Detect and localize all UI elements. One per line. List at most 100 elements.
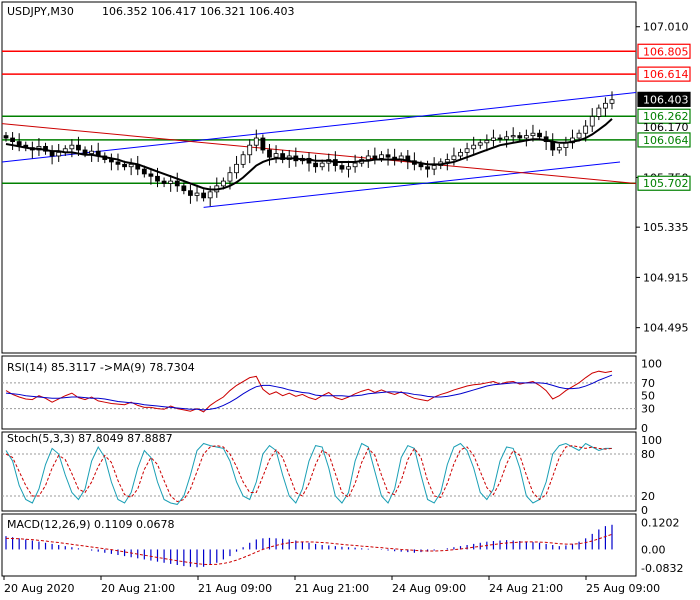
- rsi-tick-label: 100: [641, 357, 662, 370]
- candle-bull: [589, 116, 595, 127]
- downtrend-line: [1, 123, 637, 184]
- rsi-header: RSI(14) 85.3117 ->MA(9) 78.7304: [7, 361, 195, 374]
- price-tag-box: [637, 132, 691, 148]
- rsi-tick-label: 30: [641, 403, 655, 416]
- price-tag-label: 106.403: [643, 93, 689, 106]
- time-tick-label: 20 Aug 2020: [4, 582, 74, 595]
- time-tick-label: 24 Aug 21:00: [489, 582, 563, 595]
- candle-bear: [161, 180, 167, 184]
- macd-panel-frame: [1, 513, 637, 577]
- candle-bull: [168, 180, 174, 184]
- candle-bull: [240, 154, 246, 165]
- candle-bull: [234, 163, 239, 174]
- candle-bull: [471, 144, 477, 150]
- candle-bull: [444, 159, 450, 163]
- price-panel-frame: [1, 1, 637, 354]
- channel-upper-line: [1, 92, 637, 163]
- candle-bull: [464, 148, 470, 153]
- candle-bull: [89, 150, 95, 154]
- price-header-ohlc: 106.352 106.417 106.321 106.403: [102, 5, 294, 18]
- stoch-k-line: [5, 442, 612, 505]
- candle-bear: [537, 132, 542, 138]
- candle-bull: [346, 166, 351, 170]
- channel-lower-line: [203, 161, 621, 208]
- price-axis: 107.010105.750105.335104.915104.495106.8…: [636, 21, 691, 335]
- candle-bull: [609, 99, 615, 104]
- time-tick-label: 20 Aug 21:00: [101, 582, 175, 595]
- stoch-tick-label: 20: [641, 490, 655, 503]
- candle-bear: [122, 163, 127, 168]
- time-axis: 20 Aug 2020 20 Aug 21:00 21 Aug 09:00 21 Au…: [3, 576, 660, 595]
- candles: [3, 91, 615, 207]
- candle-bear: [174, 180, 180, 187]
- candle-bull: [431, 165, 437, 170]
- candle-bear: [260, 137, 266, 151]
- candle-bull: [477, 142, 483, 146]
- rsi-tick-label: 0: [641, 422, 648, 435]
- moving-average: [5, 118, 613, 191]
- price-tag-label: 106.614: [643, 68, 689, 81]
- stoch-panel-frame: [1, 431, 637, 512]
- candle-bear: [148, 173, 154, 177]
- stoch-tick-label: 100: [641, 434, 662, 447]
- price-tick-label: 107.010: [643, 21, 689, 34]
- rsi-line: [5, 370, 613, 413]
- price-header-symbol: USDJPY,M30: [7, 5, 74, 18]
- price-tag-label: 106.805: [643, 45, 689, 58]
- candle-bear: [418, 163, 424, 168]
- price-tag-box: [637, 175, 691, 191]
- candle-bull: [603, 102, 608, 109]
- candle-bull: [207, 191, 213, 199]
- macd-signal-line: [5, 533, 613, 566]
- price-tag-box: [637, 108, 691, 124]
- candle-bull: [523, 135, 529, 139]
- candle-bear: [188, 190, 193, 196]
- candle-bear: [497, 137, 503, 140]
- macd-tick-label: 0.1202: [641, 517, 680, 530]
- candle-bull: [504, 136, 510, 140]
- time-tick-label: 25 Aug 09:00: [586, 582, 660, 595]
- candle-bull: [510, 135, 516, 138]
- candle-bull: [365, 155, 371, 160]
- candle-bear: [385, 154, 391, 158]
- price-tag-label: 105.702: [643, 177, 689, 190]
- candle-bear: [82, 149, 88, 154]
- candle-bear: [280, 153, 286, 160]
- candle-bear: [155, 175, 160, 182]
- price-tick-label: 105.335: [643, 221, 689, 234]
- candle-bull: [583, 125, 589, 134]
- candle-bull: [273, 153, 279, 158]
- candle-bear: [115, 161, 121, 165]
- candle-bear: [16, 141, 22, 146]
- candle-bull: [319, 162, 325, 168]
- candle-bear: [181, 185, 187, 192]
- candle-bear: [267, 149, 272, 158]
- price-tag-label: 106.064: [643, 134, 689, 147]
- rsi-panel-frame: [1, 355, 637, 430]
- price-tag-box: [637, 91, 691, 107]
- candle-bear: [3, 135, 9, 139]
- candle-bear: [517, 135, 523, 139]
- candle-bear: [76, 144, 81, 151]
- rsi-tick-label: 70: [641, 377, 655, 390]
- candle-bear: [10, 137, 15, 143]
- candle-bull: [220, 180, 226, 187]
- candle-bull: [253, 137, 259, 146]
- macd-tick-label: 0.00: [641, 543, 666, 556]
- candle-bull: [596, 107, 602, 117]
- candle-bull: [352, 162, 358, 168]
- time-tick-label: 21 Aug 21:00: [295, 582, 369, 595]
- price-tick-label: 104.915: [643, 271, 689, 284]
- trend-lines: [1, 92, 637, 208]
- macd-header: MACD(12,26,9) 0.1109 0.0678: [7, 518, 175, 531]
- candle-bull: [56, 151, 62, 157]
- time-tick-label: 24 Aug 09:00: [392, 582, 466, 595]
- candle-bull: [194, 192, 200, 196]
- candle-bear: [141, 168, 147, 175]
- candle-bull: [556, 147, 562, 151]
- candle-bull: [458, 151, 463, 157]
- price-tick-label: 104.495: [643, 322, 689, 335]
- price-tag-box: [637, 66, 691, 82]
